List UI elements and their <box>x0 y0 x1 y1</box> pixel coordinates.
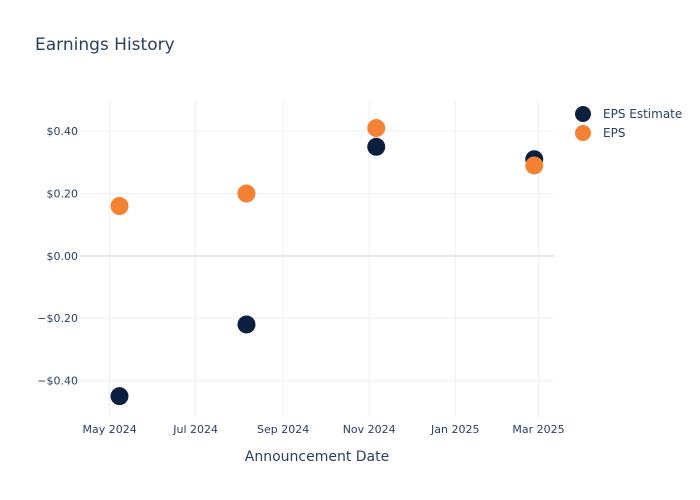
x-axis-ticks: May 2024 Jul 2024 Sep 2024 Nov 2024 Jan 2025… <box>83 423 565 436</box>
eps-point[interactable] <box>110 197 129 215</box>
x-tick-label: Jan 2025 <box>430 423 479 436</box>
grid-lines <box>80 100 554 418</box>
legend-label-eps-estimate[interactable]: EPS Estimate <box>603 107 682 121</box>
x-tick-label: May 2024 <box>83 423 137 436</box>
x-tick-label: Mar 2025 <box>512 423 564 436</box>
x-tick-label: Nov 2024 <box>343 423 396 436</box>
y-tick-label: −$0.20 <box>37 312 78 325</box>
eps-estimate-point[interactable] <box>237 315 256 334</box>
y-tick-label: $0.00 <box>47 250 79 263</box>
x-tick-label: Sep 2024 <box>257 423 309 436</box>
legend: EPS Estimate EPS <box>575 106 682 141</box>
y-tick-label: $0.20 <box>47 188 79 201</box>
eps-estimate-point[interactable] <box>367 137 386 156</box>
x-axis-title: Announcement Date <box>245 449 389 465</box>
eps-point[interactable] <box>367 119 386 138</box>
chart-title: Earnings History <box>35 35 175 55</box>
eps-point[interactable] <box>525 156 544 175</box>
eps-estimate-point[interactable] <box>110 387 129 406</box>
x-tick-label: Jul 2024 <box>172 423 218 436</box>
legend-marker-eps[interactable] <box>575 125 591 141</box>
legend-marker-eps-estimate[interactable] <box>575 106 591 122</box>
y-tick-label: −$0.40 <box>37 375 78 388</box>
y-axis-ticks: $0.40 $0.20 $0.00 −$0.20 −$0.40 <box>37 125 78 387</box>
data-points <box>110 119 544 406</box>
legend-label-eps[interactable]: EPS <box>603 126 625 140</box>
y-tick-label: $0.40 <box>47 125 79 138</box>
eps-point[interactable] <box>237 184 256 203</box>
